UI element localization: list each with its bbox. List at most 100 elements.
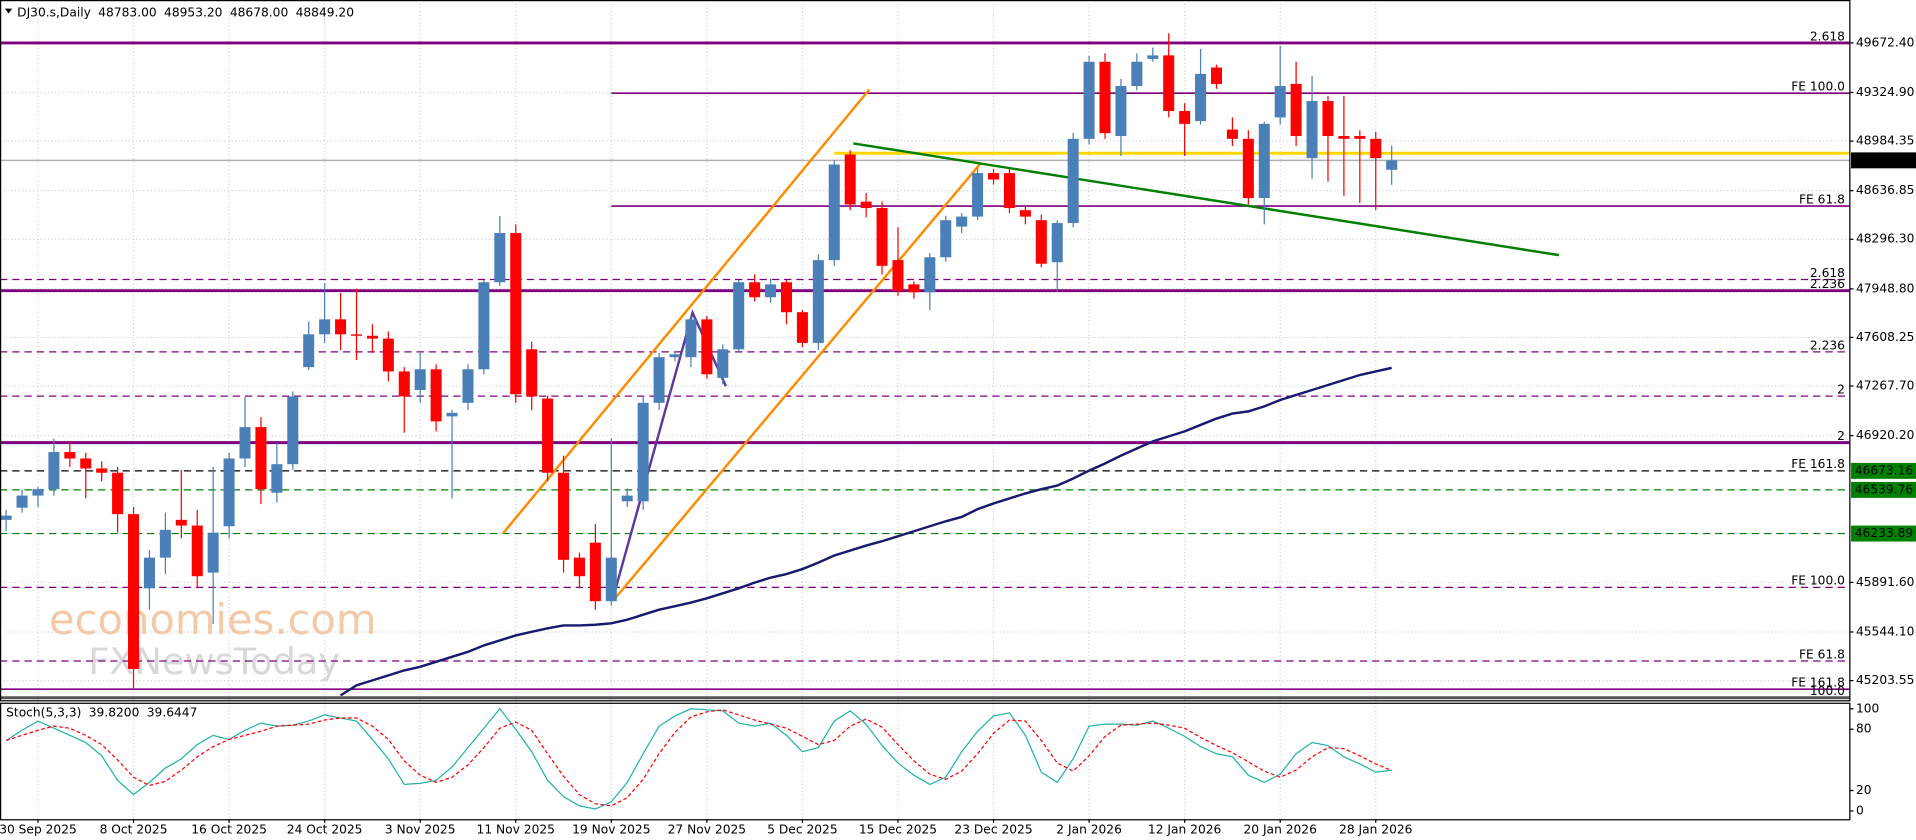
candle-body — [1386, 160, 1398, 170]
candle-body — [940, 220, 952, 258]
trendline — [853, 142, 1560, 257]
candle-body — [350, 334, 363, 336]
x-tick-label: 3 Nov 2025 — [385, 823, 456, 837]
x-tick-label: 15 Dec 2025 — [859, 823, 937, 837]
y-tick-label: 48984.35 — [1856, 134, 1914, 148]
y-tick-label: 45891.60 — [1856, 575, 1914, 589]
candle-body — [112, 472, 124, 515]
candle-body — [1099, 61, 1111, 134]
candle-body — [780, 282, 793, 313]
candle-body — [16, 495, 28, 508]
candle-body — [335, 319, 347, 335]
header-value: 48678.00 — [230, 5, 288, 19]
candle-body — [876, 208, 888, 266]
candle-body — [207, 532, 219, 573]
candle-body — [653, 357, 665, 403]
stoch-line — [5, 709, 1392, 807]
x-tick-label: 16 Oct 2025 — [191, 823, 267, 837]
y-tick-label: 49672.40 — [1856, 35, 1914, 49]
candle-body — [398, 371, 410, 397]
candle-body — [1354, 135, 1366, 139]
candle-body — [1242, 138, 1254, 199]
x-tick-label: 20 Jan 2026 — [1243, 823, 1317, 837]
x-tick-label: 12 Jan 2026 — [1148, 823, 1222, 837]
candle-body — [558, 472, 570, 560]
x-tick-label: 2 Jan 2026 — [1056, 823, 1122, 837]
x-tick-label: 8 Oct 2025 — [100, 823, 168, 837]
candle-body — [1210, 67, 1223, 84]
candle-body — [1179, 111, 1191, 124]
candle-body — [319, 319, 331, 335]
level-label: 2.618 — [1810, 29, 1845, 43]
level-label: 2 — [1837, 382, 1845, 396]
candle-body — [844, 154, 856, 205]
candle-body — [271, 464, 283, 493]
candle-body — [1035, 220, 1047, 264]
candle-body — [1051, 223, 1063, 263]
title: DJ30.s,Daily — [17, 5, 91, 19]
main-frame — [0, 0, 1851, 702]
y-tick-label: 45203.55 — [1856, 673, 1914, 687]
level-label: FE 100.0 — [1791, 574, 1845, 588]
candle-body — [637, 402, 649, 502]
candle-body — [669, 354, 681, 358]
candle-body — [892, 260, 904, 291]
price-tag-label: 46233.89 — [1855, 526, 1913, 540]
level-label: FE 100.0 — [1791, 80, 1845, 94]
candle-body — [1370, 138, 1382, 159]
level-label: 2.236 — [1810, 277, 1845, 291]
candle-body — [1290, 83, 1302, 136]
y-tick-label: 0 — [1856, 803, 1864, 817]
candle-body — [972, 173, 984, 217]
candle-body — [1195, 73, 1207, 122]
y-tick-label: 100 — [1856, 701, 1879, 715]
axes-layer: 49672.40 49324.90 48984.35 48636.85 48296.30… — [0, 35, 1916, 837]
level-label: 2.236 — [1810, 338, 1845, 352]
x-tick-label: 24 Oct 2025 — [287, 823, 363, 837]
price-tag — [1851, 152, 1916, 169]
level-label: FE 61.8 — [1799, 647, 1845, 661]
header-value: 39.6447 — [147, 705, 198, 719]
y-tick-label: 20 — [1856, 783, 1872, 797]
y-tick-label: 46920.20 — [1856, 428, 1914, 442]
trendline — [611, 309, 728, 599]
candle-body — [1274, 86, 1286, 118]
candle-body — [48, 452, 60, 490]
y-tick-label: 47267.70 — [1856, 379, 1914, 393]
candle-body — [796, 312, 808, 343]
candle-body — [589, 542, 601, 602]
moving-average — [339, 366, 1392, 697]
candle-body — [605, 557, 617, 602]
candle-body — [573, 557, 585, 577]
candle-body — [382, 338, 394, 372]
candle-body — [542, 398, 554, 473]
level-label: FE 161.8 — [1791, 457, 1845, 471]
x-tick-label: 11 Nov 2025 — [477, 823, 555, 837]
candle-body — [1163, 55, 1175, 112]
candle-body — [988, 173, 1000, 180]
candle-body — [1338, 135, 1350, 139]
x-tick-label: 30 Sep 2025 — [0, 823, 77, 837]
candle-body — [32, 489, 44, 496]
level-label: 2 — [1837, 429, 1845, 443]
x-tick-label: 19 Nov 2025 — [572, 823, 650, 837]
x-tick-label: 23 Dec 2025 — [954, 823, 1032, 837]
header-value: 39.8200 — [89, 705, 140, 719]
y-tick-label: 45544.10 — [1856, 624, 1914, 638]
candle-body — [430, 369, 442, 422]
candle-body — [812, 260, 824, 343]
level-label: FE 161.8 — [1791, 676, 1845, 690]
x-tick-label: 5 Dec 2025 — [767, 823, 837, 837]
candle-body — [1019, 210, 1031, 217]
candle-body — [159, 529, 171, 558]
candle-body — [765, 284, 777, 298]
header-value: 48783.00 — [98, 5, 156, 19]
candle-body — [303, 334, 315, 368]
y-tick-label: 47948.80 — [1856, 281, 1914, 295]
header: DJ30.s,Daily 48783.00 48953.20 48678.00 4884… — [17, 5, 354, 19]
candle-body — [494, 233, 506, 283]
candle-body — [1226, 129, 1238, 139]
menu-icon[interactable] — [4, 8, 13, 14]
candle-body — [717, 349, 729, 378]
